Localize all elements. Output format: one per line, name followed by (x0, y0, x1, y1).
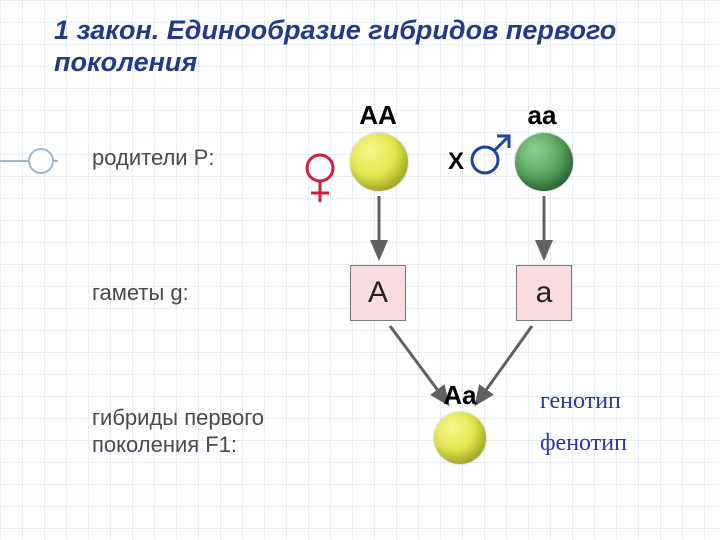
page-title: 1 закон. Единообразие гибридов первого п… (54, 14, 720, 79)
gamete-box-1: A (350, 265, 406, 321)
genotype-parent2: aa (512, 100, 572, 131)
label-parents: родители P: (92, 145, 214, 171)
gamete-box-2: a (516, 265, 572, 321)
label-hybrids-2: поколения F1: (92, 432, 237, 458)
gamete-1-label: A (368, 276, 388, 310)
bullet-ring (28, 148, 54, 174)
female-symbol-icon (300, 152, 340, 212)
pea-parent2-green (515, 133, 573, 191)
male-symbol-icon (465, 130, 515, 180)
genotype-offspring: Aa (430, 380, 490, 411)
genotype-parent1: AA (348, 100, 408, 131)
annotation-phenotype: фенотип (540, 430, 627, 457)
annotation-genotype: генотип (540, 388, 621, 415)
label-gametes: гаметы g: (92, 280, 189, 306)
cross-symbol: X (448, 148, 464, 176)
pea-parent1-yellow (350, 133, 408, 191)
label-hybrids-1: гибриды первого (92, 405, 264, 431)
gamete-2-label: a (536, 276, 553, 310)
pea-offspring-yellow (434, 412, 486, 464)
